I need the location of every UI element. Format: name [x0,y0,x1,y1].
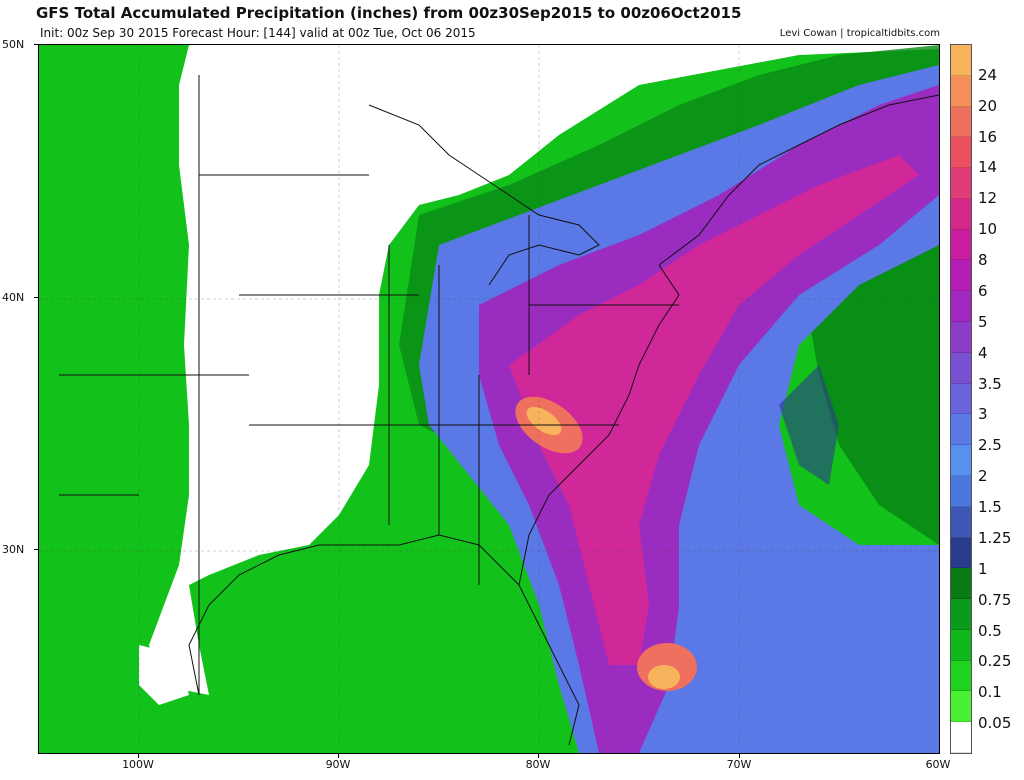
colorbar-swatch [951,445,971,476]
lon-label-60w: 60W [925,758,951,771]
colorbar-label: 2 [978,467,988,486]
colorbar-swatch [951,537,971,569]
precip-max-atlantic-core [648,665,680,689]
colorbar-swatch [951,198,971,230]
lat-tick [34,297,38,298]
precip-band-magenta [509,155,919,665]
colorbar-label: 0.5 [978,621,1002,640]
lon-label-100w: 100W [122,758,154,771]
colorbar-swatch [951,260,971,292]
lat-tick [34,549,38,550]
colorbar-label: 0.05 [978,714,1012,733]
colorbar-label: 1.5 [978,498,1002,517]
precipitation-map [38,44,940,754]
colorbar-label: 1 [978,559,988,578]
lat-label-40n: 40N [2,291,25,304]
coastline-northeast [658,94,939,266]
map-canvas [39,45,939,753]
precip-band-darkblue [779,365,839,485]
colorbar-label: 4 [978,343,988,362]
lon-tick [138,754,139,758]
colorbar-label: 0.75 [978,590,1012,609]
colorbar-swatch [951,629,971,661]
lon-tick [739,754,740,758]
colorbar-label: 12 [978,189,998,208]
colorbar-label: 0.25 [978,652,1012,671]
dry-region [149,45,939,695]
colorbar-label: 6 [978,281,988,300]
dry-region-gulf [139,645,189,705]
map-subtitle: Init: 00z Sep 30 2015 Forecast Hour: [14… [40,26,476,40]
coastline-east [518,264,680,746]
colorbar-swatch [951,599,971,630]
colorbar-label: 0.1 [978,683,1002,702]
colorbar-swatch [951,229,971,261]
colorbar-swatch [951,722,971,753]
colorbar-label: 24 [978,65,998,84]
colorbar-swatch [951,414,971,446]
great-lakes [368,104,600,286]
colorbar-label: 14 [978,158,998,177]
colorbar-label: 1.25 [978,528,1012,547]
lat-label-30n: 30N [2,543,25,556]
colorbar-swatch [951,660,971,692]
colorbar-swatch [951,383,971,415]
colorbar-swatch [951,322,971,353]
lat-tick [34,44,38,45]
lon-tick [338,754,339,758]
credit-label: Levi Cowan | tropicaltidbits.com [779,28,940,39]
colorbar-label: 8 [978,251,988,270]
colorbar-label: 3 [978,405,988,424]
lon-tick [538,754,539,758]
colorbar-swatch [951,506,971,538]
colorbar-swatch [951,475,971,507]
colorbar-swatch [951,691,971,723]
map-title: GFS Total Accumulated Precipitation (inc… [36,4,742,22]
colorbar-label: 5 [978,312,988,331]
colorbar-swatch [951,352,971,384]
colorbar-label: 3.5 [978,374,1002,393]
colorbar-swatch [951,168,971,199]
precip-colorbar [950,44,972,754]
boundaries [59,75,939,746]
precip-max-carolinas-core [526,406,562,436]
lon-label-80w: 80W [525,758,551,771]
colorbar-label: 20 [978,96,998,115]
colorbar-swatch [951,291,971,323]
lon-label-70w: 70W [726,758,752,771]
colorbar-swatch [951,75,971,107]
colorbar-label: 10 [978,220,998,239]
graticule [39,45,939,753]
colorbar-label: 2.5 [978,436,1002,455]
colorbar-swatch [951,568,971,600]
colorbar-swatch [951,137,971,169]
coastline-gulf [188,534,520,696]
colorbar-label: 16 [978,127,998,146]
lat-label-50n: 50N [2,38,25,51]
colorbar-swatch [951,45,971,76]
lon-label-90w: 90W [325,758,351,771]
colorbar-swatch [951,106,971,138]
